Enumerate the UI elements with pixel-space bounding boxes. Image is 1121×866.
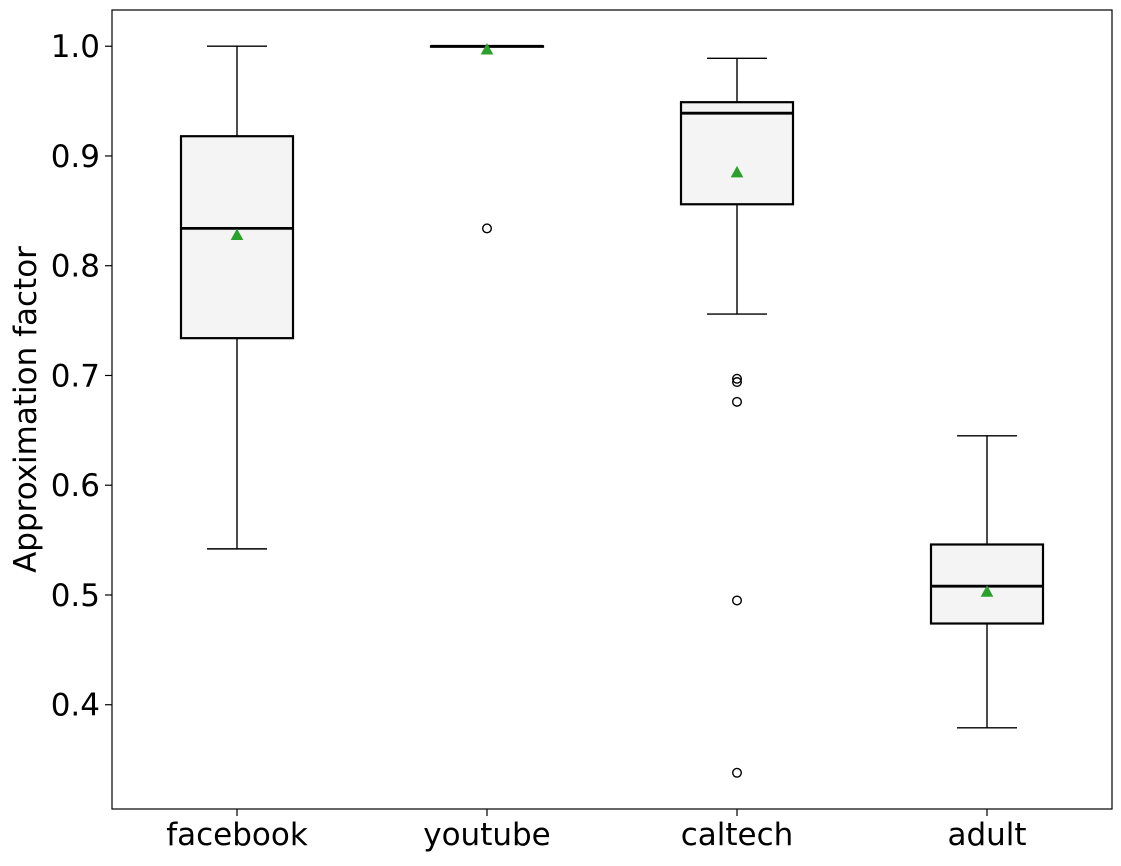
outlier-point (482, 223, 493, 234)
y-tick-label: 0.6 (51, 468, 100, 504)
y-tick-label: 0.5 (51, 578, 100, 614)
y-tick-label: 1.0 (51, 29, 100, 65)
mean-marker (230, 228, 244, 240)
y-tick-label: 0.8 (51, 249, 100, 285)
box-body (679, 101, 795, 206)
x-tick-label-adult: adult (947, 817, 1026, 853)
outlier-point (732, 595, 743, 606)
box-facebook (179, 45, 295, 550)
outlier-point (732, 373, 743, 384)
box-body (929, 543, 1045, 625)
y-tick-label: 0.9 (51, 139, 100, 175)
x-tick-label-caltech: caltech (681, 817, 794, 853)
box-youtube (429, 42, 545, 234)
mean-marker (980, 585, 994, 597)
y-tick-label: 0.7 (51, 358, 100, 394)
outlier-point (732, 396, 743, 407)
box-caltech (679, 57, 795, 778)
plot-area (179, 42, 1045, 778)
outlier-point (732, 377, 743, 388)
y-axis-label: Approximation factor (8, 246, 44, 573)
x-tick-label-facebook: facebook (166, 817, 308, 853)
outlier-point (732, 767, 743, 778)
axes: 0.4 0.5 0.6 0.7 0.8 0.9 1.0 facebook youtube calt… (8, 9, 1113, 853)
plot-frame (111, 9, 1113, 810)
box-adult (929, 435, 1045, 729)
mean-marker (730, 165, 744, 178)
mean-marker (480, 42, 494, 55)
y-tick-label: 0.4 (51, 688, 100, 724)
x-tick-label-youtube: youtube (423, 817, 551, 853)
